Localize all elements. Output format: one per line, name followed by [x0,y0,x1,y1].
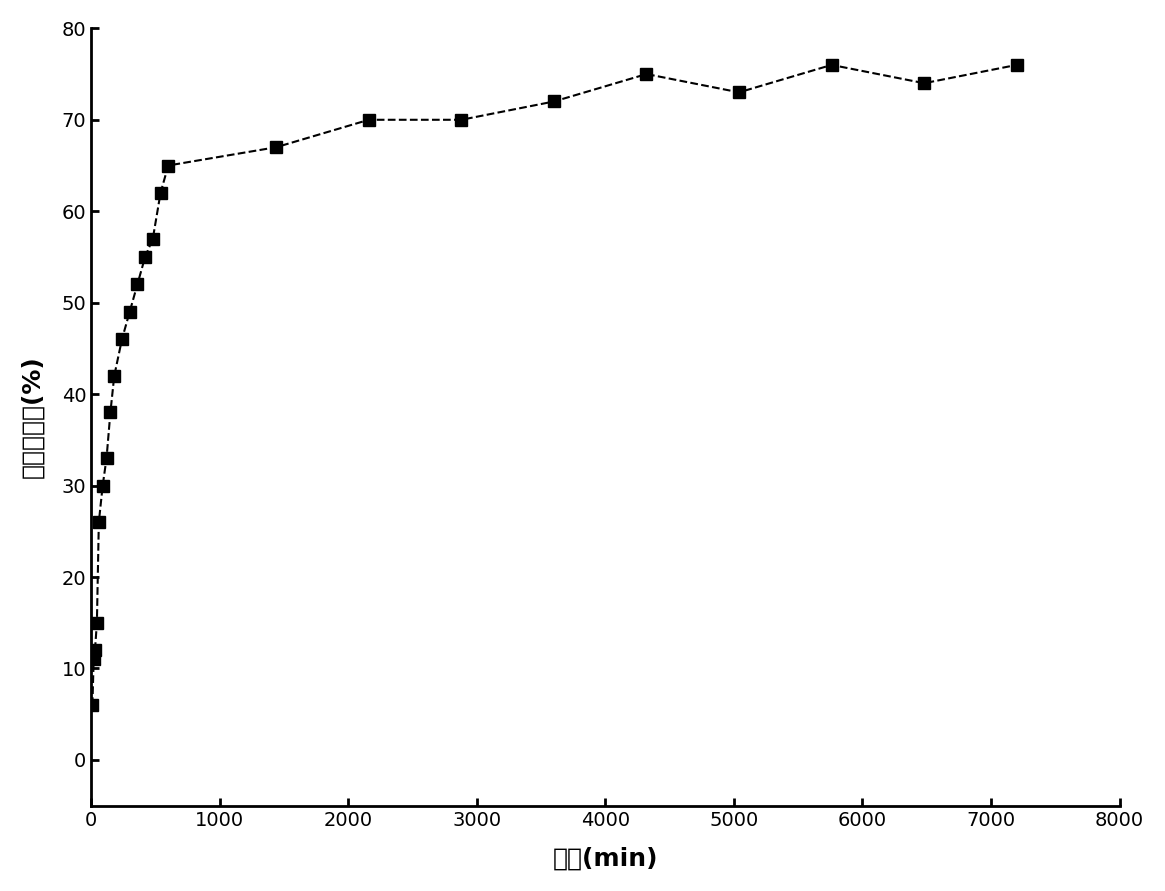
Y-axis label: 药物释放量(%): 药物释放量(%) [21,356,44,478]
X-axis label: 时间(min): 时间(min) [552,846,658,871]
